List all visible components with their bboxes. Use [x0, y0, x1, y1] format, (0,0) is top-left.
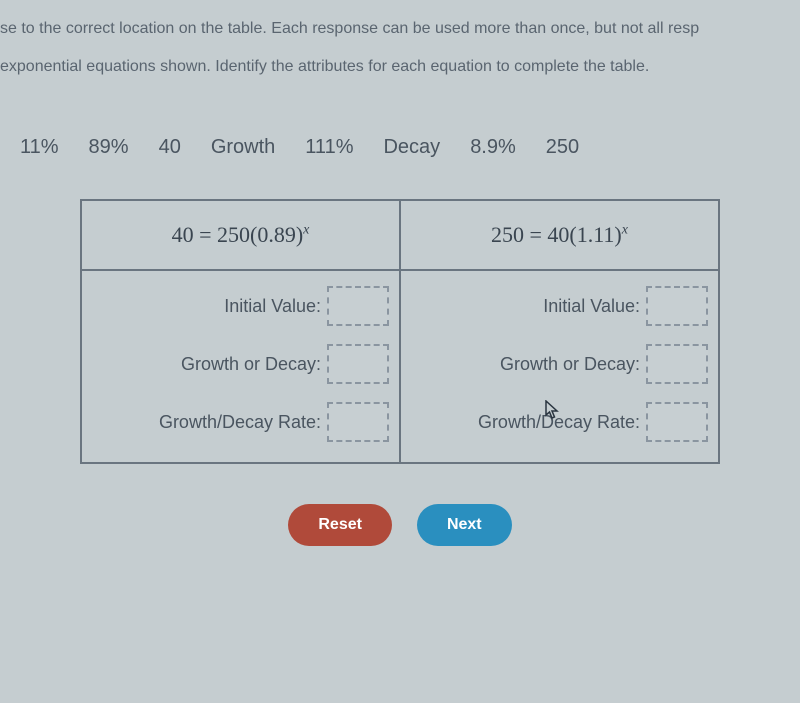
instruction-line-1: se to the correct location on the table.…: [0, 20, 800, 38]
answer-item[interactable]: Growth: [211, 136, 275, 159]
equation-left: 40 = 250(0.89)x: [81, 200, 400, 270]
drop-zone-right-rate[interactable]: [646, 402, 708, 442]
drop-zone-left-rate[interactable]: [327, 402, 389, 442]
drop-zone-left-initial[interactable]: [327, 286, 389, 326]
equation-right: 250 = 40(1.11)x: [400, 200, 719, 270]
instruction-line-2: exponential equations shown. Identify th…: [0, 58, 800, 76]
eq-right-eq: =: [524, 222, 547, 247]
reset-button[interactable]: Reset: [288, 504, 392, 546]
eq-left-a: 40: [172, 222, 194, 247]
equations-table: 40 = 250(0.89)x 250 = 40(1.11)x Initial …: [80, 199, 720, 464]
label-initial-value: Initial Value:: [224, 296, 321, 317]
eq-right-b: 40(1.11): [547, 222, 621, 247]
drop-zone-right-initial[interactable]: [646, 286, 708, 326]
answer-item[interactable]: 11%: [20, 136, 59, 159]
drop-zone-left-type[interactable]: [327, 344, 389, 384]
label-rate: Growth/Decay Rate:: [478, 412, 640, 433]
answer-item[interactable]: 40: [159, 136, 181, 159]
eq-left-b: 250(0.89): [217, 222, 303, 247]
answer-item[interactable]: Decay: [383, 136, 440, 159]
drop-zone-right-type[interactable]: [646, 344, 708, 384]
answer-item[interactable]: 89%: [89, 136, 129, 159]
label-growth-decay: Growth or Decay:: [500, 354, 640, 375]
answer-item[interactable]: 111%: [305, 136, 353, 159]
instructions-block: se to the correct location on the table.…: [0, 0, 800, 106]
button-row: Reset Next: [0, 504, 800, 546]
answer-item[interactable]: 8.9%: [470, 136, 516, 159]
answer-item[interactable]: 250: [546, 136, 579, 159]
eq-left-exp: x: [303, 223, 309, 238]
answer-bank: 11% 89% 40 Growth 111% Decay 8.9% 250: [0, 106, 800, 199]
attributes-right: Initial Value: Growth or Decay: Growth/D…: [400, 270, 719, 463]
attributes-left: Initial Value: Growth or Decay: Growth/D…: [81, 270, 400, 463]
eq-right-a: 250: [491, 222, 524, 247]
label-initial-value: Initial Value:: [543, 296, 640, 317]
label-growth-decay: Growth or Decay:: [181, 354, 321, 375]
label-rate: Growth/Decay Rate:: [159, 412, 321, 433]
eq-left-eq: =: [194, 222, 217, 247]
next-button[interactable]: Next: [417, 504, 512, 546]
eq-right-exp: x: [622, 223, 628, 238]
